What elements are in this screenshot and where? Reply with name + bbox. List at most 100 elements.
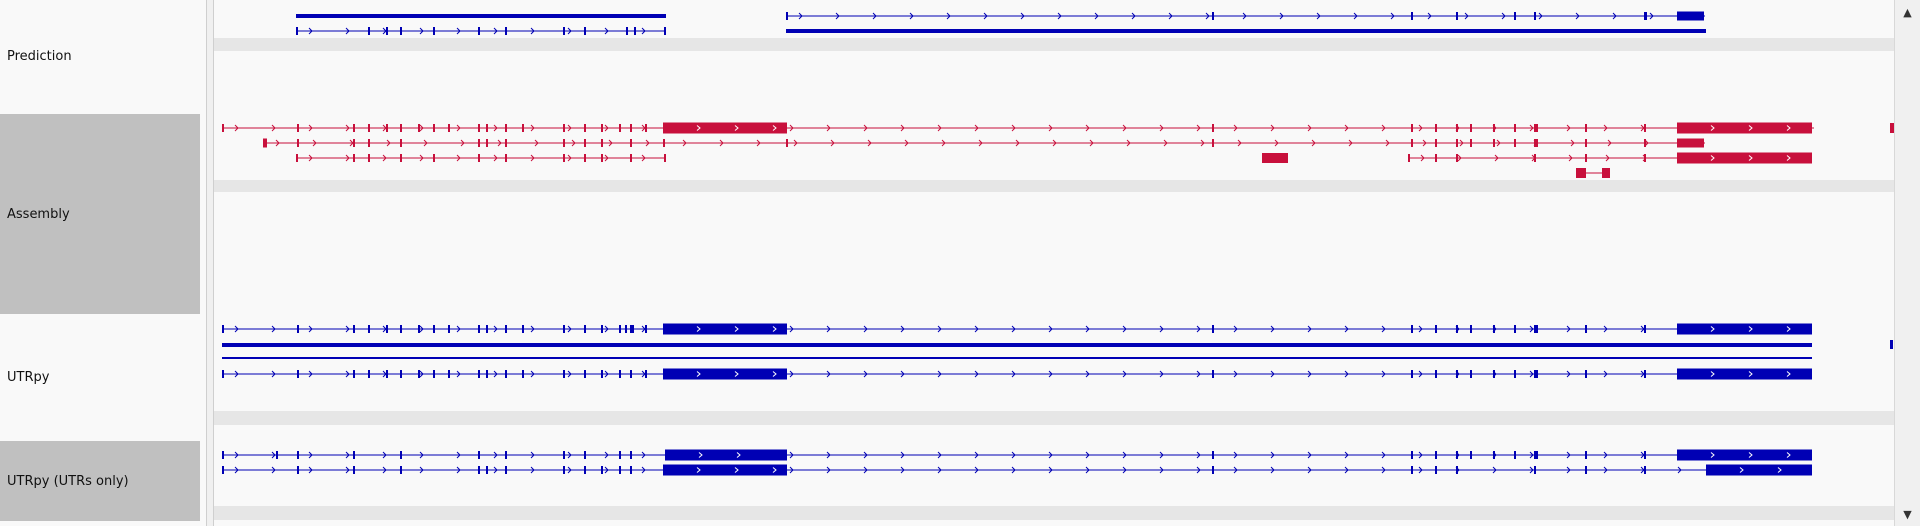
exon-block	[663, 139, 665, 147]
strand-arrow-icon	[419, 466, 424, 474]
transcript-feature[interactable]	[222, 449, 1812, 461]
strand-arrow-icon	[234, 451, 239, 459]
strand-arrow-icon	[312, 139, 317, 147]
exon-block	[1536, 124, 1538, 132]
strand-arrow-icon	[1307, 466, 1312, 474]
exon-block	[433, 27, 435, 35]
strand-arrow-icon	[772, 467, 777, 473]
exon-block	[486, 325, 488, 333]
strand-arrow-icon	[1131, 12, 1136, 20]
transcript-feature[interactable]	[222, 368, 1812, 380]
strand-arrow-icon	[734, 467, 739, 473]
strand-arrow-icon	[1159, 370, 1164, 378]
utrpy-exon-edge	[1890, 340, 1893, 349]
strand-arrow-icon	[530, 370, 535, 378]
exon-block	[433, 325, 435, 333]
transcript-feature[interactable]	[222, 122, 1814, 134]
exon-block	[1677, 138, 1704, 148]
strand-arrow-icon	[419, 27, 424, 35]
track-name-assembly[interactable]: Assembly	[0, 114, 200, 314]
strand-arrow-icon	[1710, 326, 1715, 332]
transcript-feature[interactable]	[296, 27, 666, 35]
exon-block	[1585, 139, 1587, 147]
transcript-feature[interactable]	[786, 11, 1705, 21]
transcript-feature[interactable]	[263, 138, 1705, 148]
exon-block	[386, 325, 388, 333]
strand-arrow-icon	[1492, 466, 1497, 474]
exon-block	[645, 325, 647, 333]
transcript-feature[interactable]	[1408, 152, 1812, 164]
transcript-feature[interactable]	[1576, 168, 1610, 178]
chevron-down-icon[interactable]: ▼	[1903, 508, 1912, 521]
track-gap-band	[214, 506, 1894, 520]
exon-block	[400, 451, 402, 459]
strand-arrow-icon	[1344, 466, 1349, 474]
strand-arrow-icon	[308, 325, 313, 333]
strand-arrow-icon	[1786, 452, 1791, 458]
track-label: UTRpy (UTRs only)	[7, 473, 129, 489]
strand-arrow-icon	[863, 370, 868, 378]
exon-block	[1456, 466, 1458, 474]
exon-block	[353, 139, 355, 147]
strand-arrow-icon	[1048, 325, 1053, 333]
exon-block	[584, 154, 586, 162]
strand-arrow-icon	[1418, 325, 1423, 333]
exon-block	[626, 27, 628, 35]
exon-block	[1514, 139, 1516, 147]
strand-arrow-icon	[1710, 155, 1715, 161]
strand-arrow-icon	[567, 124, 572, 132]
strand-arrow-icon	[1094, 12, 1099, 20]
exon-block	[786, 12, 788, 20]
exon-block	[584, 325, 586, 333]
exon-block	[368, 370, 370, 378]
strand-arrow-icon	[1344, 370, 1349, 378]
exon-block	[630, 124, 632, 132]
exon-block	[584, 370, 586, 378]
strand-arrow-icon	[682, 139, 687, 147]
exon-block	[418, 370, 420, 378]
exon-block	[478, 451, 480, 459]
exon-block	[368, 325, 370, 333]
transcript-feature[interactable]	[222, 464, 1812, 476]
transcript-feature[interactable]	[222, 323, 1812, 335]
strand-arrow-icon	[1748, 125, 1753, 131]
strand-arrow-icon	[1605, 154, 1610, 162]
strand-arrow-icon	[696, 326, 701, 332]
exon-block	[297, 370, 299, 378]
exon-block	[433, 370, 435, 378]
exon-block	[505, 124, 507, 132]
exon-block	[296, 27, 298, 35]
strand-arrow-icon	[1048, 370, 1053, 378]
strand-arrow-icon	[937, 466, 942, 474]
track-name-utrpy-utrs-only[interactable]: UTRpy (UTRs only)	[0, 441, 200, 521]
exon-block	[505, 325, 507, 333]
strand-arrow-icon	[734, 371, 739, 377]
strand-arrow-icon	[1122, 124, 1127, 132]
vertical-scrollbar[interactable]: ▲ ▼	[1894, 0, 1920, 526]
exon-block	[1585, 451, 1587, 459]
strand-arrow-icon	[386, 139, 391, 147]
exon-block	[630, 325, 632, 333]
strand-arrow-icon	[1348, 139, 1353, 147]
track-name-utrpy[interactable]: UTRpy	[0, 315, 200, 439]
track-name-prediction[interactable]: Prediction	[0, 0, 200, 113]
exon-block	[1435, 466, 1437, 474]
strand-arrow-icon	[1529, 325, 1534, 333]
transcript-feature[interactable]	[296, 154, 666, 162]
strand-arrow-icon	[772, 125, 777, 131]
strand-arrow-icon	[1122, 325, 1127, 333]
exon-block	[563, 451, 565, 459]
strand-arrow-icon	[1233, 325, 1238, 333]
chevron-up-icon[interactable]: ▲	[1903, 6, 1912, 19]
exon-block	[400, 154, 402, 162]
strand-arrow-icon	[1603, 370, 1608, 378]
strand-arrow-icon	[493, 27, 498, 35]
strand-arrow-icon	[1233, 466, 1238, 474]
prediction-cds-bar	[296, 14, 666, 18]
exon-block	[478, 466, 480, 474]
strand-arrow-icon	[1011, 124, 1016, 132]
panel-splitter[interactable]	[206, 0, 214, 526]
exon-block	[1534, 451, 1536, 459]
strand-arrow-icon	[567, 154, 572, 162]
strand-arrow-icon	[941, 139, 946, 147]
